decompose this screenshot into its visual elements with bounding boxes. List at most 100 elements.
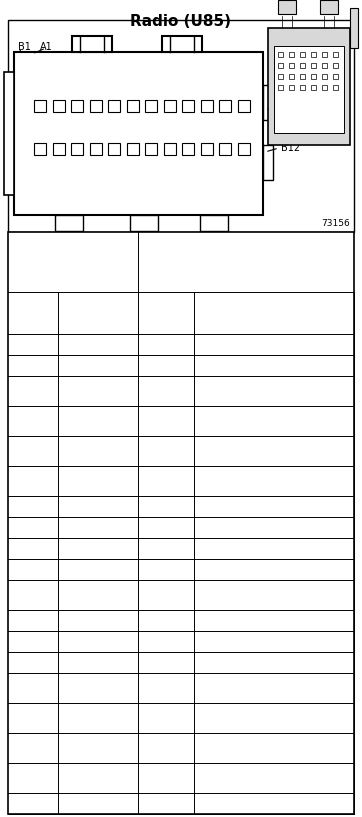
Text: —: — [161, 658, 171, 667]
Bar [300, 52, 305, 57]
Text: Radio (U85): Radio (U85) [130, 14, 232, 29]
Bar [108, 100, 120, 112]
Text: Ground: Ground [199, 615, 235, 626]
Bar [182, 143, 194, 155]
Text: Left Front Speaker
Output (+): Left Front Speaker Output (+) [199, 380, 288, 402]
Bar [182, 100, 194, 112]
Bar [162, 36, 202, 52]
Bar [311, 52, 316, 57]
Text: A8: A8 [27, 386, 39, 396]
Text: B5: B5 [26, 615, 39, 626]
Text: PPL: PPL [89, 340, 107, 350]
Bar [52, 100, 64, 112]
Bar [201, 143, 212, 155]
Text: LT GRN: LT GRN [81, 773, 115, 783]
Text: Left Rear Speaker
Output (+): Left Rear Speaker Output (+) [199, 676, 286, 699]
Text: 118: 118 [157, 416, 175, 426]
Text: B6: B6 [26, 636, 39, 646]
Bar [200, 215, 228, 231]
Bar [55, 215, 83, 231]
Text: 8: 8 [163, 590, 169, 600]
Text: A11: A11 [24, 476, 42, 486]
Text: LT BLU: LT BLU [82, 446, 114, 456]
Text: Function: Function [249, 308, 299, 318]
Text: 46: 46 [160, 476, 172, 486]
Bar [34, 100, 46, 112]
Bar [263, 145, 273, 180]
Bar [130, 215, 158, 231]
Text: B11: B11 [24, 773, 42, 783]
Text: B3: B3 [26, 565, 39, 574]
Text: —: — [93, 360, 103, 370]
Text: Radio On Signal: Radio On Signal [199, 565, 277, 574]
Text: B7: B7 [26, 658, 39, 667]
Bar [289, 63, 294, 68]
Text: 116: 116 [157, 713, 175, 723]
Bar [322, 74, 327, 79]
Bar [333, 63, 338, 68]
Text: YEL: YEL [89, 713, 107, 723]
Bar [164, 100, 176, 112]
Text: DK BLU: DK BLU [80, 476, 116, 486]
Text: BRN: BRN [88, 683, 109, 693]
Text: B12: B12 [24, 798, 43, 809]
Bar [52, 143, 64, 155]
Text: Connector Part
Information: Connector Part Information [29, 251, 117, 273]
Text: PPL: PPL [89, 636, 107, 646]
Bar [274, 46, 344, 133]
Text: 250: 250 [157, 615, 175, 626]
Text: DK GRN: DK GRN [79, 743, 117, 753]
Bar [311, 63, 316, 68]
Text: ORN: ORN [87, 523, 109, 533]
Bar [237, 100, 249, 112]
Text: B1: B1 [26, 523, 39, 533]
Text: —: — [161, 798, 171, 809]
Bar [219, 100, 231, 112]
Bar [350, 8, 358, 48]
Text: Circuit
No.: Circuit No. [147, 301, 185, 324]
Text: B10: B10 [24, 743, 42, 753]
Bar [145, 143, 157, 155]
Bar [278, 85, 283, 90]
Text: B4: B4 [26, 590, 39, 600]
Text: Left Rear Speaker
Output (-): Left Rear Speaker Output (-) [199, 707, 286, 730]
Text: TAN: TAN [88, 386, 108, 396]
Bar [289, 74, 294, 79]
Text: B12: B12 [281, 143, 300, 153]
Bar [333, 52, 338, 57]
Bar [322, 85, 327, 90]
Bar [126, 100, 139, 112]
Text: B1: B1 [18, 42, 31, 52]
Text: Pin: Pin [24, 308, 42, 318]
Text: A10: A10 [24, 446, 42, 456]
Text: Instrument Panel Lamp
Supply Voltage - 1: Instrument Panel Lamp Supply Voltage - 1 [199, 584, 313, 606]
Text: 314: 314 [157, 565, 175, 574]
Bar [126, 143, 139, 155]
Text: 1807: 1807 [154, 340, 178, 350]
Text: A2–A7: A2–A7 [18, 360, 48, 370]
Bar [201, 100, 212, 112]
Bar [145, 100, 157, 112]
Text: Gain Control Signal: Gain Control Signal [199, 636, 293, 646]
Bar [322, 63, 327, 68]
Text: • 12110088
• 24-Way F Micro-Pack
  100 Series (GRY): • 12110088 • 24-Way F Micro-Pack 100 Ser… [146, 244, 258, 279]
Text: Not Used: Not Used [199, 543, 244, 553]
Text: B2: B2 [26, 543, 39, 553]
Bar [278, 74, 283, 79]
Text: A9: A9 [27, 416, 39, 426]
Text: Right Rear Speaker
Output (+): Right Rear Speaker Output (+) [199, 470, 293, 492]
Bar [278, 0, 296, 14]
Text: B8: B8 [26, 683, 39, 693]
Bar [71, 143, 83, 155]
Bar [71, 100, 83, 112]
Bar [311, 74, 316, 79]
Bar [164, 143, 176, 155]
Text: Right Front Speaker
Output (+): Right Front Speaker Output (+) [199, 767, 295, 789]
Bar [219, 143, 231, 155]
Text: 1672: 1672 [153, 636, 178, 646]
Text: BLK: BLK [89, 615, 107, 626]
Text: —: — [93, 798, 103, 809]
Text: Left Front Speaker
Output (-): Left Front Speaker Output (-) [199, 410, 288, 432]
Text: A1: A1 [40, 42, 53, 52]
Bar [237, 143, 249, 155]
